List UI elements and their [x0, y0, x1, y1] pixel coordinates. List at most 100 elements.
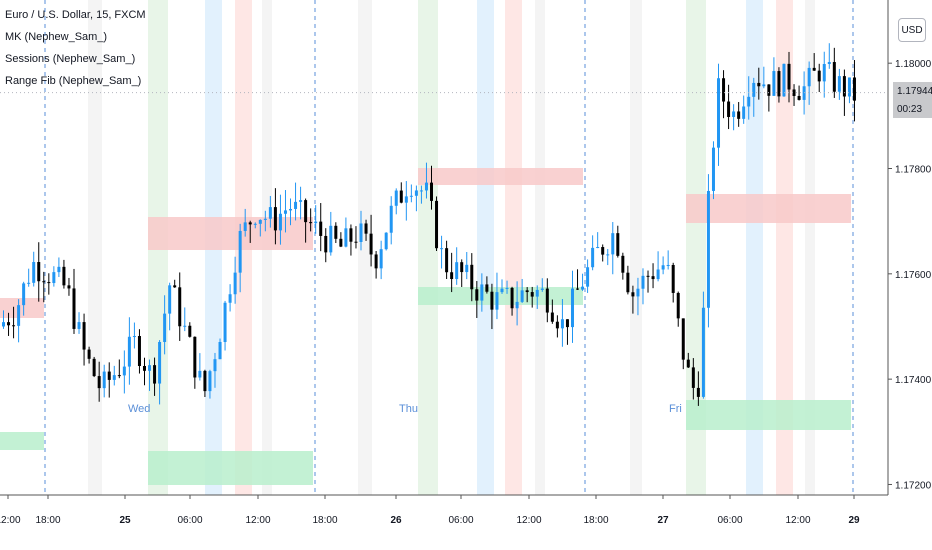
candle-body	[263, 218, 267, 220]
candle-body	[631, 292, 635, 297]
fib-zone	[0, 298, 44, 318]
candle-body	[777, 71, 781, 97]
candle-body	[168, 285, 172, 314]
candle-body	[57, 266, 61, 273]
fib-zone	[418, 168, 583, 185]
candle-body	[112, 375, 116, 380]
candle-body	[137, 336, 141, 366]
candle-body	[480, 284, 484, 301]
candle-body	[248, 222, 252, 225]
candle-body	[540, 288, 544, 290]
x-tick-label: 29	[848, 515, 860, 526]
candle-body	[2, 322, 5, 327]
candle-body	[142, 365, 146, 371]
candle-body	[299, 200, 303, 202]
candle-body	[304, 200, 308, 223]
y-tick-label: 1.18000	[895, 59, 932, 70]
candle-body	[404, 196, 408, 203]
candle-body	[465, 264, 469, 273]
candle-body	[601, 247, 605, 255]
candle-body	[253, 223, 257, 225]
x-tick-label: 26	[390, 515, 402, 526]
session-band	[88, 0, 102, 495]
candle-body	[787, 63, 791, 90]
candle-body	[646, 275, 650, 277]
session-band	[686, 0, 706, 495]
candle-body	[122, 366, 126, 376]
candle-body	[591, 247, 595, 268]
candle-body	[178, 287, 182, 327]
candle-body	[243, 222, 247, 231]
candle-body	[218, 341, 222, 360]
candle-body	[183, 325, 187, 327]
candle-body	[379, 249, 383, 269]
candle-body	[832, 62, 836, 92]
session-band	[358, 0, 372, 495]
candle-body	[208, 371, 212, 392]
x-tick-label: 25	[119, 515, 131, 526]
candle-body	[842, 76, 846, 97]
candle-body	[445, 248, 449, 273]
candle-body	[294, 201, 298, 209]
fib-zone	[686, 194, 851, 223]
candle-body	[797, 95, 801, 100]
candle-body	[424, 182, 428, 191]
candle-body	[238, 230, 242, 273]
candle-body	[319, 221, 323, 236]
candle-body	[203, 370, 207, 392]
candle-body	[47, 282, 51, 284]
candle-body	[767, 84, 771, 96]
candle-body	[470, 264, 474, 290]
candle-body	[762, 84, 766, 87]
x-tick-label: 27	[657, 515, 669, 526]
bar-countdown-tag: 00:23	[893, 100, 932, 118]
candle-body	[807, 67, 811, 87]
indicator-sessions[interactable]: Sessions (Nephew_Sam_)	[5, 53, 136, 65]
day-label-thu: Thu	[399, 403, 418, 415]
candle-body	[359, 223, 363, 243]
candle-body	[117, 375, 121, 377]
candle-body	[727, 101, 731, 117]
candle-body	[661, 265, 665, 270]
indicator-mk[interactable]: MK (Nephew_Sam_)	[5, 31, 108, 43]
indicator-range-fib[interactable]: Range Fib (Nephew_Sam_)	[5, 75, 142, 87]
candle-body	[666, 264, 670, 266]
candle-body	[485, 284, 489, 292]
y-tick-label: 1.17600	[895, 270, 932, 281]
candle-body	[636, 288, 640, 297]
candle-body	[792, 89, 796, 96]
candle-body	[409, 195, 413, 197]
candle-body	[273, 207, 277, 231]
candle-body	[17, 305, 21, 326]
currency-button[interactable]: USD	[898, 18, 926, 42]
candle-body	[394, 190, 398, 206]
candle-body	[772, 71, 776, 96]
fib-zone	[686, 400, 851, 430]
candle-body	[606, 254, 610, 256]
candle-body	[691, 367, 695, 388]
candle-body	[505, 287, 509, 289]
candle-body	[676, 292, 680, 319]
candle-body	[732, 111, 736, 117]
candle-body	[32, 262, 36, 283]
candle-body	[72, 288, 76, 329]
candle-body	[460, 262, 464, 273]
candle-body	[545, 288, 549, 313]
candle-body	[782, 63, 786, 97]
candle-body	[560, 319, 564, 329]
candle-body	[817, 70, 821, 82]
candle-body	[565, 319, 569, 328]
candle-body	[148, 365, 152, 371]
y-tick-label: 1.17200	[895, 480, 932, 491]
symbol-title[interactable]: Euro / U.S. Dollar, 15, FXCM	[5, 9, 146, 21]
x-tick-label: 18:00	[312, 515, 337, 526]
x-tick-label: 06:00	[448, 515, 473, 526]
candle-body	[102, 371, 106, 389]
candle-body	[651, 276, 655, 280]
candle-body	[153, 365, 157, 384]
x-tick-label: 06:00	[177, 515, 202, 526]
candle-body	[822, 64, 826, 82]
candle-body	[12, 325, 16, 327]
candle-body	[837, 76, 841, 92]
